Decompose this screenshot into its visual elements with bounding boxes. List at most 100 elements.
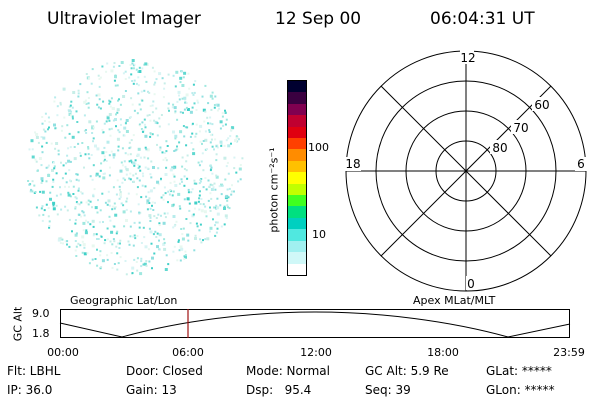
image-pixel (138, 212, 141, 215)
image-pixel (56, 114, 59, 117)
image-pixel (98, 98, 101, 101)
colorbar-segment (288, 195, 306, 207)
image-pixel (138, 165, 141, 168)
image-pixel (77, 213, 80, 216)
image-pixel (139, 211, 142, 214)
image-pixel (133, 109, 136, 112)
image-pixel (211, 133, 214, 136)
image-pixel (52, 178, 55, 181)
image-pixel (87, 203, 90, 206)
image-pixel (117, 99, 119, 102)
image-pixel (163, 82, 166, 85)
image-pixel (41, 205, 44, 208)
image-pixel (112, 238, 115, 241)
image-pixel (199, 238, 202, 241)
image-pixel (129, 235, 132, 238)
image-pixel (53, 167, 56, 170)
image-pixel (41, 122, 44, 125)
door-field: Door: Closed (126, 364, 203, 378)
image-pixel (59, 103, 62, 106)
image-pixel (173, 150, 176, 152)
image-pixel (120, 123, 122, 126)
image-pixel (44, 112, 47, 115)
image-pixel (116, 230, 119, 233)
image-pixel (87, 147, 90, 150)
image-pixel (224, 178, 227, 181)
image-pixel (199, 178, 202, 181)
image-pixel (192, 152, 196, 156)
image-pixel (105, 70, 108, 73)
image-pixel (137, 167, 140, 170)
image-pixel (198, 164, 201, 167)
image-pixel (187, 191, 190, 194)
image-pixel (101, 259, 105, 263)
image-pixel (45, 166, 48, 169)
image-pixel (149, 173, 152, 176)
image-pixel (165, 150, 168, 153)
image-pixel (128, 160, 131, 163)
image-pixel (124, 178, 126, 181)
image-pixel (210, 188, 214, 191)
image-pixel (198, 197, 201, 200)
image-pixel (66, 209, 69, 212)
image-pixel (103, 122, 106, 125)
image-pixel (112, 65, 115, 68)
image-pixel (67, 147, 70, 150)
image-pixel (158, 72, 162, 76)
image-pixel (152, 233, 155, 236)
image-pixel (141, 121, 144, 124)
image-pixel (120, 61, 124, 64)
image-pixel (211, 184, 214, 187)
image-pixel (109, 240, 112, 243)
image-pixel (218, 185, 221, 188)
image-pixel (48, 225, 51, 227)
image-pixel (119, 191, 122, 193)
image-pixel (42, 213, 45, 216)
image-pixel (204, 148, 207, 151)
image-pixel (31, 180, 34, 183)
image-pixel (185, 106, 188, 109)
image-pixel (220, 144, 223, 147)
image-pixel (213, 182, 216, 185)
image-pixel (197, 200, 200, 203)
image-pixel (122, 204, 125, 207)
image-pixel (71, 106, 74, 109)
image-pixel (155, 217, 158, 219)
image-pixel (195, 132, 198, 135)
image-pixel (77, 142, 80, 145)
image-pixel (177, 192, 181, 196)
image-pixel (106, 203, 109, 206)
image-pixel (139, 156, 142, 159)
image-pixel (118, 65, 121, 67)
image-pixel (108, 174, 111, 177)
image-pixel (87, 102, 90, 105)
image-pixel (208, 185, 211, 188)
image-pixel (143, 75, 146, 78)
image-pixel (144, 185, 147, 188)
image-pixel (34, 131, 37, 134)
image-pixel (75, 201, 78, 204)
image-pixel (83, 246, 86, 249)
image-pixel (163, 241, 166, 244)
image-pixel (194, 237, 197, 240)
image-pixel (131, 103, 134, 106)
image-pixel (121, 164, 124, 167)
image-pixel (116, 179, 119, 182)
image-pixel (125, 130, 129, 133)
image-pixel (89, 223, 92, 226)
image-pixel (171, 194, 174, 197)
image-pixel (45, 203, 48, 206)
image-pixel (149, 189, 153, 193)
image-pixel (193, 91, 196, 94)
image-pixel (102, 160, 105, 163)
image-pixel (69, 104, 72, 107)
image-pixel (66, 124, 69, 127)
image-pixel (210, 168, 213, 170)
image-pixel (233, 167, 236, 170)
image-pixel (114, 75, 117, 79)
image-pixel (148, 202, 151, 204)
image-pixel (212, 218, 214, 221)
image-pixel (175, 148, 178, 151)
image-pixel (71, 230, 73, 233)
image-pixel (164, 157, 167, 159)
